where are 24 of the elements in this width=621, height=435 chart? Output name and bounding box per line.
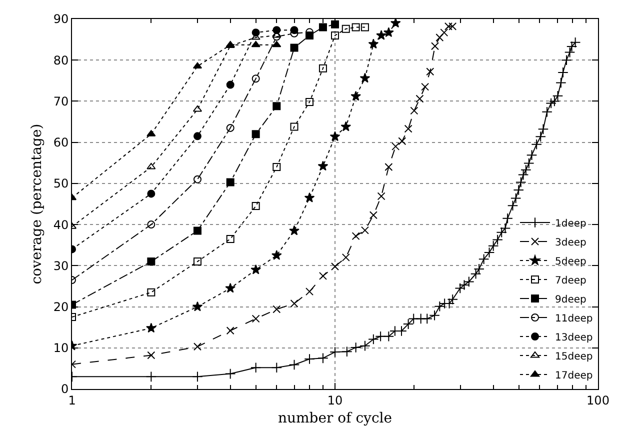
y-tick-label: 90 [53, 12, 69, 26]
y-tick-label: 0 [60, 382, 69, 396]
legend-label: 9deep [555, 294, 586, 306]
y-axis-title: coverage (percentage) [28, 124, 45, 284]
y-tick-label: 60 [53, 136, 69, 150]
y-tick-label: 10 [53, 341, 69, 356]
y-tick-label: 40 [53, 218, 69, 232]
legend-label: 7deep [555, 275, 586, 286]
y-tick-label: 50 [53, 176, 69, 191]
x-tick-label: 100 [586, 393, 610, 408]
legend-label: 1deep [555, 218, 586, 230]
legend-label: 5deep [555, 256, 586, 268]
y-tick-label: 20 [53, 300, 69, 314]
legend-label: 13deep [555, 332, 593, 344]
y-tick-label: 80 [53, 53, 69, 68]
y-tick-label: 70 [53, 94, 69, 108]
x-tick-label: 1 [68, 393, 76, 408]
x-axis-title: number of cycle [278, 410, 392, 427]
x-tick-label: 10 [327, 393, 343, 408]
legend-label: 11deep [555, 313, 593, 324]
legend-label: 17deep [555, 370, 593, 382]
legend-label: 3deep [555, 237, 586, 248]
y-tick-label: 30 [53, 258, 69, 273]
legend-label: 15deep [555, 351, 593, 362]
